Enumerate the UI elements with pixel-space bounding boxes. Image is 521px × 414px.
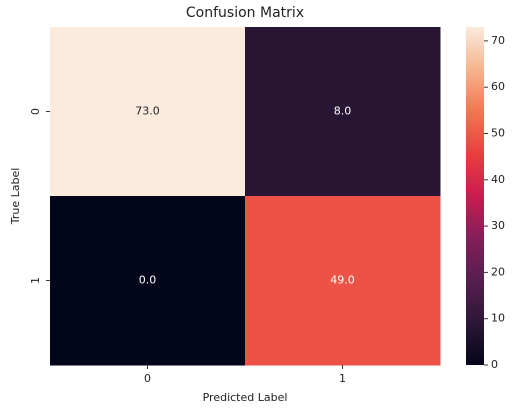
cell-label: 0.0 xyxy=(139,274,157,287)
colorbar xyxy=(466,27,484,365)
colorbar-tick-label: 0 xyxy=(491,358,498,371)
heatmap-cell xyxy=(245,196,441,366)
colorbar-tick-label: 30 xyxy=(491,219,505,232)
y-tick-label: 1 xyxy=(29,277,42,284)
y-axis-label: True Label xyxy=(9,168,22,226)
x-tick-label: 0 xyxy=(144,372,151,385)
colorbar-tick-label: 60 xyxy=(491,80,505,93)
x-tick-label: 1 xyxy=(339,372,346,385)
colorbar-tick-label: 10 xyxy=(491,312,505,325)
cell-label: 73.0 xyxy=(135,105,160,118)
heatmap-cell xyxy=(50,27,246,197)
y-tick-label: 0 xyxy=(29,108,42,115)
x-axis-label: Predicted Label xyxy=(203,391,288,404)
colorbar-tick-label: 50 xyxy=(491,126,505,139)
cell-label: 49.0 xyxy=(330,274,355,287)
colorbar-tick-label: 70 xyxy=(491,34,505,47)
colorbar-tick-label: 20 xyxy=(491,265,505,278)
cell-label: 8.0 xyxy=(334,105,352,118)
chart-title: Confusion Matrix xyxy=(186,5,304,21)
heatmap-cell xyxy=(50,196,246,366)
heatmap-cell xyxy=(245,27,441,197)
colorbar-tick-label: 40 xyxy=(491,173,505,186)
